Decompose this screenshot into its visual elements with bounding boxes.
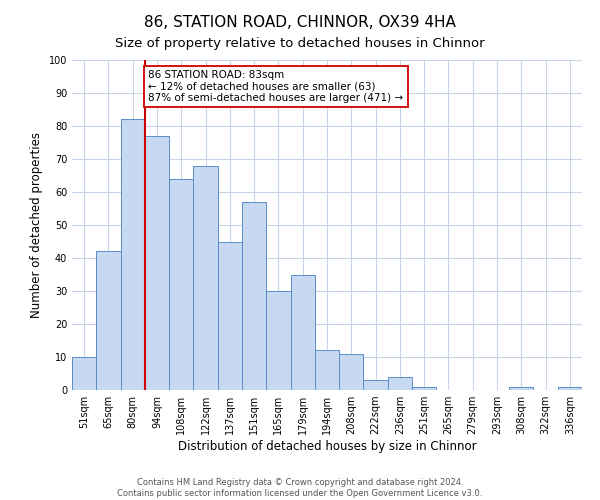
- Bar: [169, 179, 193, 390]
- Text: Size of property relative to detached houses in Chinnor: Size of property relative to detached ho…: [115, 38, 485, 51]
- Text: 86, STATION ROAD, CHINNOR, OX39 4HA: 86, STATION ROAD, CHINNOR, OX39 4HA: [144, 15, 456, 30]
- Bar: [266, 291, 290, 390]
- Text: 86 STATION ROAD: 83sqm
← 12% of detached houses are smaller (63)
87% of semi-det: 86 STATION ROAD: 83sqm ← 12% of detached…: [149, 70, 404, 103]
- Bar: [364, 380, 388, 390]
- Bar: [218, 242, 242, 390]
- Y-axis label: Number of detached properties: Number of detached properties: [30, 132, 43, 318]
- Bar: [339, 354, 364, 390]
- Bar: [315, 350, 339, 390]
- Bar: [72, 357, 96, 390]
- Bar: [121, 120, 145, 390]
- Bar: [145, 136, 169, 390]
- Bar: [558, 386, 582, 390]
- Bar: [412, 386, 436, 390]
- Bar: [96, 252, 121, 390]
- Text: Contains HM Land Registry data © Crown copyright and database right 2024.
Contai: Contains HM Land Registry data © Crown c…: [118, 478, 482, 498]
- Bar: [509, 386, 533, 390]
- Bar: [290, 274, 315, 390]
- Bar: [193, 166, 218, 390]
- Bar: [388, 377, 412, 390]
- X-axis label: Distribution of detached houses by size in Chinnor: Distribution of detached houses by size …: [178, 440, 476, 453]
- Bar: [242, 202, 266, 390]
